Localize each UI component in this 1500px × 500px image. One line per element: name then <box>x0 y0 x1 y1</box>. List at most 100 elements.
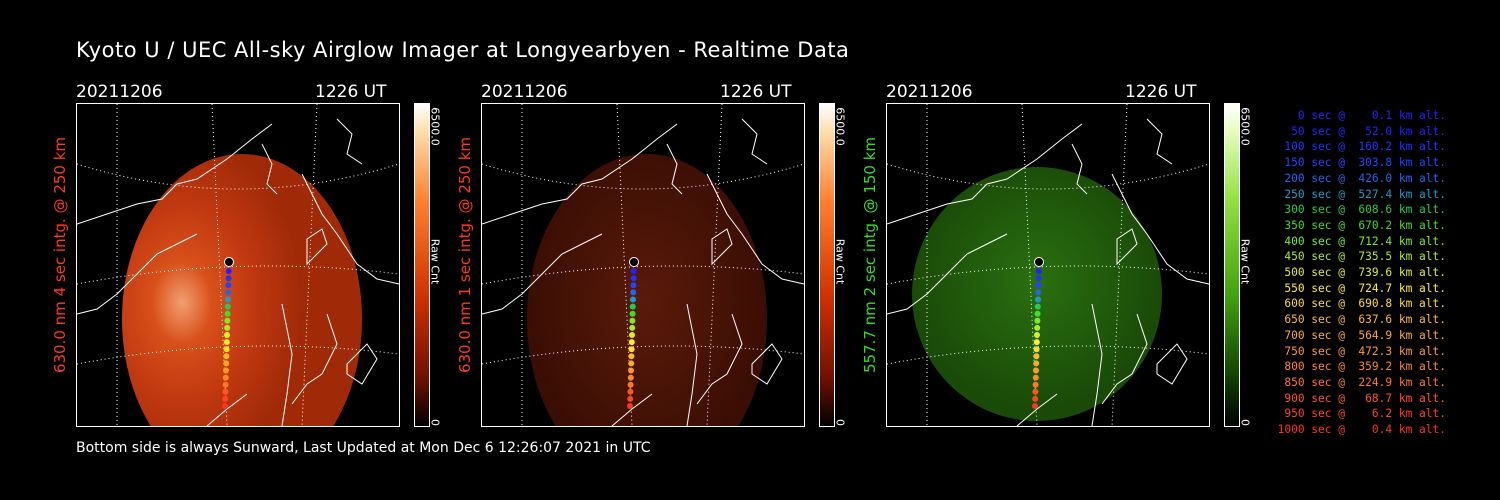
panel-3-image <box>886 103 1210 427</box>
legend-entry: 750 sec @ 472.3 km alt. <box>1284 344 1446 358</box>
trajectory-point <box>629 303 636 310</box>
altitude-legend: 0 sec @ 0.1 km alt. 50 sec @ 52.0 km alt.… <box>1258 108 1446 438</box>
grid-lines <box>482 104 804 426</box>
trajectory-point <box>1034 317 1041 324</box>
panel-3-date: 20211206 <box>886 82 973 102</box>
launch-point <box>1034 257 1044 267</box>
trajectory-point <box>630 289 637 296</box>
legend-entry: 150 sec @ 303.8 km alt. <box>1284 156 1446 170</box>
trajectory-point <box>225 275 232 282</box>
panel-1-colorbar-max: 6500.0 <box>428 107 442 146</box>
trajectory-point <box>1032 374 1039 381</box>
panel-1-colorbar-label: Raw Cnt <box>428 238 442 285</box>
footer-status: Bottom side is always Sunward, Last Upda… <box>76 440 651 456</box>
trajectory-point <box>1033 360 1040 367</box>
trajectory-point <box>1032 395 1039 402</box>
trajectory-point <box>224 332 230 338</box>
legend-entry: 650 sec @ 637.6 km alt. <box>1284 313 1446 327</box>
trajectory-point <box>628 346 635 353</box>
coastline-map <box>482 118 804 426</box>
coastline-map <box>887 118 1209 426</box>
launch-point <box>629 257 639 267</box>
trajectory-point <box>630 296 636 303</box>
panel-3-colorbar <box>1224 103 1240 427</box>
trajectory-point <box>225 296 231 303</box>
trajectory-point <box>628 339 635 346</box>
trajectory-point <box>223 339 230 346</box>
legend-entry: 900 sec @ 68.7 km alt. <box>1284 391 1446 405</box>
trajectory-point <box>224 303 231 310</box>
trajectory-point <box>627 388 634 395</box>
coastline-map <box>77 118 399 426</box>
legend-entry: 200 sec @ 426.0 km alt. <box>1284 171 1446 185</box>
launch-point <box>224 257 234 267</box>
panel-2-colorbar-label: Raw Cnt <box>833 238 847 285</box>
panel-2-ylabel: 630.0 nm 1 sec intg. @ 250 km <box>456 136 474 374</box>
panel-3-colorbar-max: 6500.0 <box>1238 107 1252 146</box>
trajectory-point <box>223 346 230 353</box>
trajectory-point <box>222 381 229 388</box>
trajectory-point <box>1035 289 1042 296</box>
trajectory-point <box>1035 282 1042 289</box>
legend-entry: 300 sec @ 608.6 km alt. <box>1284 203 1446 217</box>
panel-2-colorbar-min: 0 <box>833 419 847 426</box>
trajectory-point <box>225 282 232 289</box>
trajectory-point <box>224 317 231 324</box>
panel-2-date: 20211206 <box>481 82 568 102</box>
legend-entry: 250 sec @ 527.4 km alt. <box>1284 187 1446 201</box>
trajectory-point <box>1033 346 1040 353</box>
panel-1-date: 20211206 <box>76 82 163 102</box>
trajectory-point <box>630 282 637 289</box>
legend-entry: 50 sec @ 52.0 km alt. <box>1291 124 1446 138</box>
trajectory-point <box>224 324 231 331</box>
panel-2-colorbar <box>819 103 835 427</box>
trajectory-point <box>629 310 636 317</box>
trajectory-point <box>629 324 636 331</box>
legend-entry: 1000 sec @ 0.4 km alt. <box>1277 423 1446 437</box>
trajectory-point <box>1034 332 1040 338</box>
trajectory-point <box>1033 339 1040 346</box>
trajectory-point <box>628 360 635 367</box>
legend-entry: 950 sec @ 6.2 km alt. <box>1284 407 1446 421</box>
trajectory-point <box>1032 381 1039 388</box>
trajectory-point <box>223 360 230 367</box>
trajectory-point <box>1034 324 1041 331</box>
trajectory-point <box>1033 367 1039 374</box>
legend-entry: 400 sec @ 712.4 km alt. <box>1284 234 1446 248</box>
trajectory-point <box>629 332 635 338</box>
legend-entry: 500 sec @ 739.6 km alt. <box>1284 266 1446 280</box>
page-title: Kyoto U / UEC All-sky Airglow Imager at … <box>76 38 850 62</box>
trajectory-point <box>222 388 229 395</box>
panel-1-colorbar <box>414 103 430 427</box>
panel-2-time: 1226 UT <box>720 82 792 102</box>
trajectory-point <box>222 403 228 409</box>
trajectory-point <box>223 367 229 374</box>
trajectory-point <box>1033 353 1040 360</box>
trajectory-point <box>1035 268 1042 275</box>
legend-entry: 800 sec @ 359.2 km alt. <box>1284 360 1446 374</box>
panel-3-colorbar-min: 0 <box>1238 419 1252 426</box>
trajectory-point <box>627 381 634 388</box>
trajectory-point <box>223 353 230 360</box>
trajectory-point <box>628 367 634 374</box>
legend-entry: 600 sec @ 690.8 km alt. <box>1284 297 1446 311</box>
legend-entry: 550 sec @ 724.7 km alt. <box>1284 281 1446 295</box>
panel-1-time: 1226 UT <box>315 82 387 102</box>
trajectory-point <box>630 275 637 282</box>
trajectory-point <box>225 289 232 296</box>
trajectory-point <box>628 353 635 360</box>
legend-entry: 700 sec @ 564.9 km alt. <box>1284 328 1446 342</box>
panel-1-ylabel: 630.0 nm 4 sec intg. @ 250 km <box>51 136 69 374</box>
legend-entry: 450 sec @ 735.5 km alt. <box>1284 250 1446 264</box>
trajectory-point <box>222 395 229 402</box>
trajectory-point <box>224 310 231 317</box>
legend-entry: 0 sec @ 0.1 km alt. <box>1297 109 1446 122</box>
panel-1-image <box>76 103 400 427</box>
grid-lines <box>887 104 1209 426</box>
trajectory-point <box>1034 310 1041 317</box>
trajectory-point <box>627 374 634 381</box>
panel-3-colorbar-label: Raw Cnt <box>1238 238 1252 285</box>
trajectory-point <box>1032 388 1039 395</box>
legend-entry: 100 sec @ 160.2 km alt. <box>1284 140 1446 154</box>
panel-3-ylabel: 557.7 nm 2 sec intg. @ 150 km <box>861 136 879 374</box>
